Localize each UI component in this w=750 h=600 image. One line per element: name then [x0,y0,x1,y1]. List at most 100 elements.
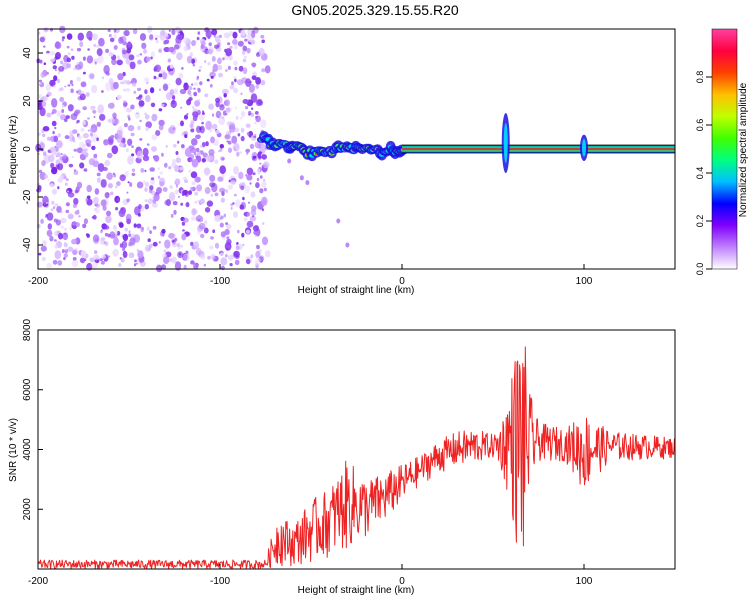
noise-speckle [205,141,209,147]
noise-speckle [230,207,233,210]
noise-speckle [242,67,248,75]
noise-speckle [214,242,220,249]
noise-speckle [124,171,129,177]
noise-speckle [233,142,240,152]
noise-speckle [101,76,104,80]
noise-speckle [91,262,98,269]
colorbar-tick-label: 0.8 [695,71,705,84]
noise-speckle [246,212,251,217]
noise-speckle [49,50,56,56]
noise-speckle [207,255,211,260]
noise-speckle [231,135,238,144]
noise-speckle [93,116,96,118]
noise-speckle [96,48,103,57]
noise-speckle [264,250,271,258]
noise-speckle [123,122,128,128]
noise-speckle [70,88,74,94]
noise-speckle [259,175,263,179]
noise-speckle [248,110,252,116]
noise-speckle [188,190,193,196]
noise-speckle [125,148,129,153]
noise-speckle [158,88,161,92]
noise-speckle [106,210,111,217]
noise-speckle [159,177,166,186]
noise-speckle [54,126,57,130]
noise-speckle [71,83,74,87]
noise-speckle [106,152,113,159]
noise-speckle [126,48,132,54]
noise-speckle [131,172,136,176]
noise-speckle [174,189,179,195]
noise-speckle [230,180,236,185]
snr-panel: -200 -100 0 100 2000 4000 6000 8000 Height of … [8,318,676,596]
noise-speckle [87,117,90,120]
noise-speckle [245,229,251,234]
noise-speckle [126,198,130,203]
noise-speckle [200,233,205,239]
noise-speckle [91,84,98,94]
noise-speckle [251,107,254,110]
noise-speckle [42,195,49,205]
noise-speckle [41,160,46,167]
noise-speckle [249,215,257,222]
noise-speckle [222,88,229,95]
noise-speckle [77,135,83,140]
noise-speckle [234,46,238,50]
snr-frame [37,329,676,570]
noise-speckle [44,174,48,179]
snr-y-tick-label: 4000 [22,438,33,461]
noise-speckle [135,262,138,265]
noise-speckle [259,143,266,154]
noise-speckle [114,230,118,235]
noise-speckle [118,222,124,228]
noise-speckle [73,148,78,152]
noise-speckle [164,162,168,168]
noise-speckle [56,110,62,117]
noise-speckle [139,33,147,41]
noise-speckle [190,186,194,191]
noise-speckle [192,63,196,67]
noise-speckle [171,241,178,248]
noise-speckle [42,133,46,137]
noise-speckle [201,121,204,125]
noise-speckle [196,125,202,133]
noise-speckle [153,65,159,71]
noise-speckle [90,132,93,137]
noise-speckle [207,155,214,162]
noise-speckle [162,72,168,80]
noise-speckle [107,29,111,33]
noise-speckle [217,64,223,71]
noise-speckle [68,188,71,192]
noise-speckle [100,229,104,232]
noise-speckle [144,181,150,187]
noise-speckle [100,179,107,188]
noise-speckle [180,244,184,248]
noise-speckle [178,195,180,199]
noise-speckle [189,123,194,128]
noise-speckle [181,233,187,241]
noise-speckle [188,97,193,101]
noise-speckle [57,133,61,138]
noise-speckle [113,33,117,39]
noise-speckle [218,34,222,39]
noise-speckle [191,181,196,186]
noise-speckle [133,90,137,94]
noise-speckle [54,244,59,249]
spectrogram-y-label: Frequency (Hz) [8,116,19,185]
noise-speckle [153,75,157,80]
noise-speckle [196,147,200,153]
noise-speckle [145,126,149,131]
noise-speckle [228,55,233,61]
noise-speckle [190,128,195,133]
noise-speckle [241,232,245,238]
noise-speckle [123,100,127,104]
noise-speckle [49,235,54,242]
noise-speckle [38,169,43,174]
noise-speckle [210,75,214,79]
noise-speckle [254,234,257,238]
noise-speckle [65,115,70,120]
noise-speckle [79,162,85,169]
noise-speckle [144,199,148,202]
noise-speckle [234,106,237,110]
noise-speckle [131,168,136,172]
